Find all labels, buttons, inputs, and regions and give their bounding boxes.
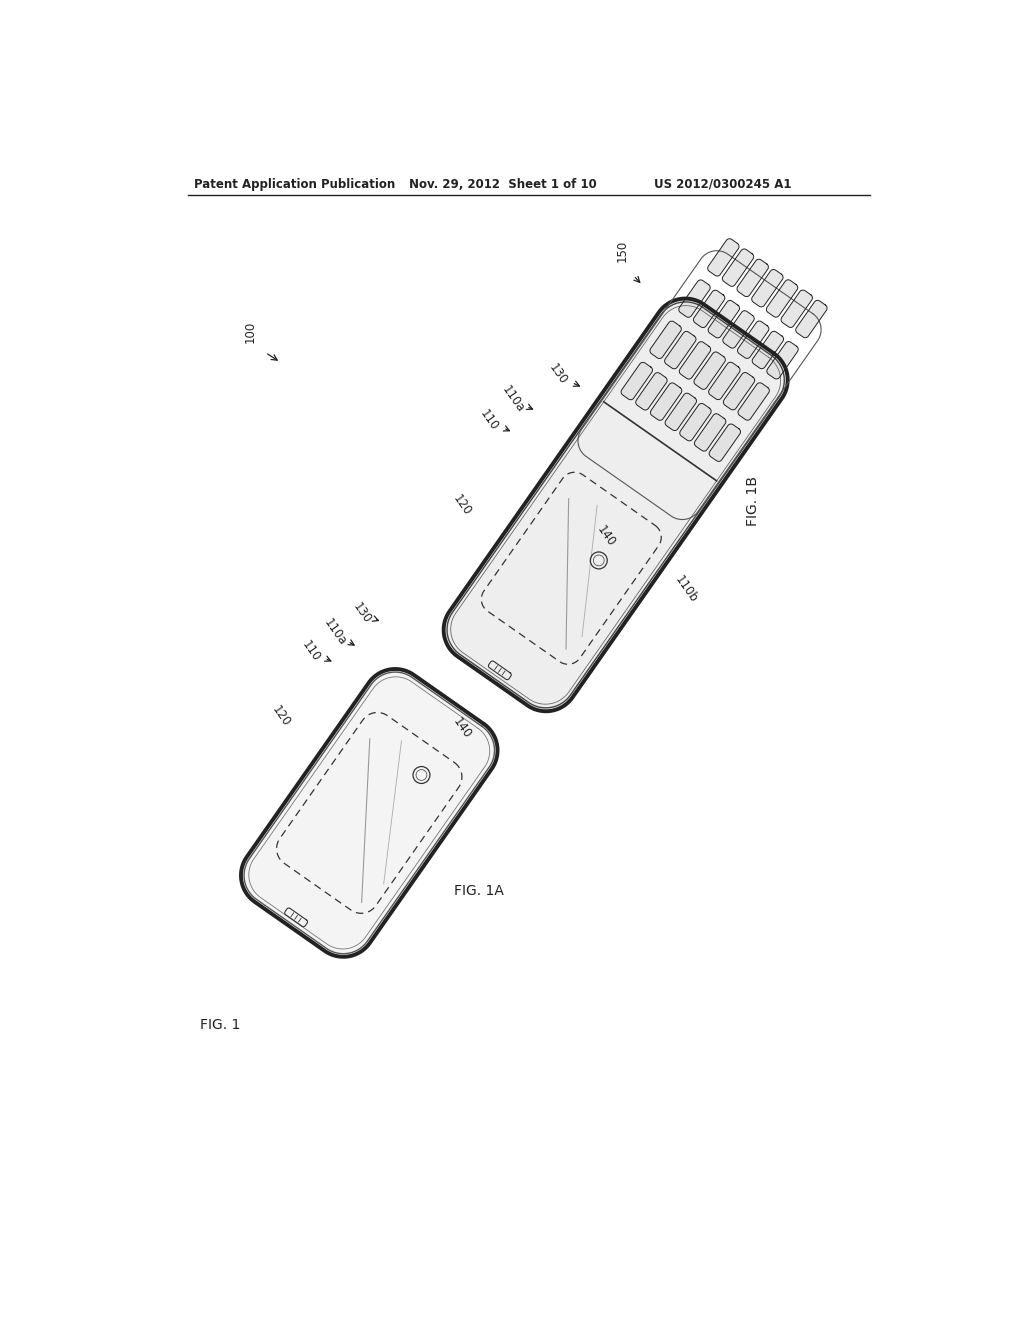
Text: 150: 150 — [615, 240, 629, 263]
Polygon shape — [679, 342, 711, 379]
Polygon shape — [694, 413, 726, 451]
Polygon shape — [753, 331, 783, 368]
Text: 110: 110 — [299, 639, 323, 664]
Polygon shape — [737, 259, 768, 297]
Polygon shape — [709, 301, 739, 338]
Text: Patent Application Publication: Patent Application Publication — [194, 178, 395, 190]
Polygon shape — [766, 280, 798, 317]
Polygon shape — [693, 290, 725, 327]
Text: 120: 120 — [450, 492, 473, 517]
Polygon shape — [443, 298, 787, 711]
Polygon shape — [666, 393, 696, 430]
Text: FIG. 1A: FIG. 1A — [455, 884, 504, 899]
Polygon shape — [650, 321, 681, 359]
Text: 140: 140 — [450, 715, 473, 741]
Polygon shape — [723, 310, 755, 348]
Polygon shape — [722, 249, 754, 286]
Text: FIG. 1B: FIG. 1B — [745, 477, 760, 527]
Text: US 2012/0300245 A1: US 2012/0300245 A1 — [654, 178, 792, 190]
Text: FIG. 1: FIG. 1 — [200, 1018, 241, 1032]
Polygon shape — [710, 424, 740, 462]
Polygon shape — [709, 362, 740, 400]
Polygon shape — [636, 372, 667, 411]
Text: 140: 140 — [595, 523, 618, 549]
Polygon shape — [752, 269, 783, 306]
Text: 130: 130 — [546, 362, 569, 387]
Text: 100: 100 — [244, 321, 256, 343]
Polygon shape — [679, 280, 711, 317]
Text: 110b: 110b — [673, 574, 700, 606]
Polygon shape — [738, 383, 769, 420]
Polygon shape — [781, 290, 812, 327]
Polygon shape — [241, 669, 498, 957]
Text: 110: 110 — [477, 408, 501, 433]
Polygon shape — [694, 352, 725, 389]
Polygon shape — [737, 321, 769, 358]
Polygon shape — [650, 383, 682, 420]
Polygon shape — [723, 372, 755, 411]
Polygon shape — [665, 331, 696, 368]
Text: 120: 120 — [269, 704, 293, 730]
Text: 110a: 110a — [500, 383, 527, 414]
Text: 130: 130 — [350, 599, 374, 626]
Polygon shape — [767, 342, 799, 379]
Polygon shape — [680, 404, 711, 441]
Polygon shape — [708, 239, 739, 276]
Text: 110a: 110a — [321, 616, 348, 648]
Polygon shape — [796, 301, 827, 338]
Text: Nov. 29, 2012  Sheet 1 of 10: Nov. 29, 2012 Sheet 1 of 10 — [410, 178, 597, 190]
Polygon shape — [622, 363, 652, 400]
